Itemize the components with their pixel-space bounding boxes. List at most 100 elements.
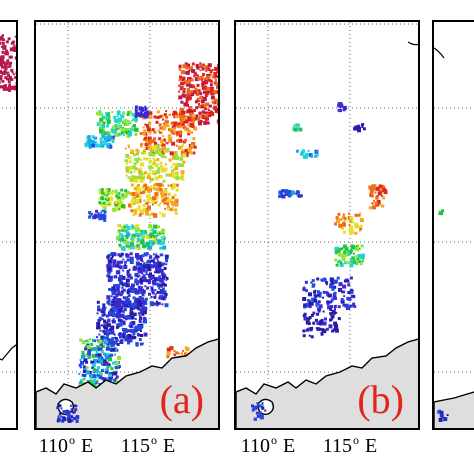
- data-pixel: [152, 229, 157, 234]
- data-pixel: [322, 310, 325, 313]
- data-pixel: [191, 131, 194, 134]
- data-pixel: [125, 278, 130, 283]
- data-pixel: [1, 71, 6, 76]
- data-pixel: [96, 312, 99, 315]
- data-pixel: [359, 255, 364, 259]
- data-pixel: [256, 414, 260, 418]
- data-pixel: [99, 214, 102, 217]
- data-pixel: [147, 281, 151, 285]
- data-pixel: [163, 167, 168, 172]
- data-pixel: [173, 116, 176, 119]
- data-pixel: [86, 339, 90, 343]
- data-pixel: [146, 198, 150, 202]
- data-pixel: [118, 208, 121, 210]
- data-pixel: [167, 207, 171, 211]
- data-pixel: [343, 252, 348, 257]
- data-pixel: [115, 361, 119, 366]
- data-pixel: [335, 263, 339, 267]
- data-pixel: [158, 275, 162, 279]
- data-pixel: [159, 290, 164, 295]
- data-pixel: [326, 293, 330, 297]
- data-pixel: [143, 207, 147, 211]
- data-pixel: [106, 264, 109, 267]
- data-pixel: [3, 84, 7, 88]
- data-pixel: [143, 149, 146, 153]
- data-pixel: [147, 187, 150, 190]
- data-pixel: [165, 119, 168, 122]
- data-pixel: [159, 190, 164, 195]
- data-pixel: [338, 287, 342, 292]
- data-pixel: [204, 78, 208, 82]
- data-pixel: [206, 90, 210, 94]
- data-pixel: [121, 313, 125, 317]
- data-pixel: [166, 355, 170, 359]
- data-pixel: [438, 213, 441, 216]
- data-pixel: [109, 196, 113, 200]
- data-pixel: [101, 135, 105, 139]
- data-pixel: [140, 144, 143, 147]
- data-pixel: [124, 303, 129, 308]
- data-pixel: [79, 381, 83, 384]
- data-pixel: [123, 320, 126, 323]
- data-pixel: [128, 203, 133, 208]
- data-pixel: [165, 277, 169, 280]
- data-pixel: [138, 233, 142, 237]
- data-pixel: [124, 234, 127, 237]
- data-pixel: [139, 264, 144, 269]
- data-pixel: [132, 332, 136, 336]
- data-pixel: [290, 190, 295, 195]
- data-pixel: [140, 288, 143, 291]
- data-pixel: [15, 81, 16, 85]
- data-pixel: [103, 340, 107, 344]
- data-pixel: [141, 143, 144, 146]
- data-pixel: [120, 188, 124, 192]
- data-pixel: [144, 137, 148, 140]
- data-pixel: [155, 282, 159, 286]
- data-pixel: [98, 375, 103, 380]
- data-pixel: [110, 353, 114, 357]
- data-pixel: [134, 305, 138, 309]
- data-pixel: [114, 340, 118, 344]
- data-pixel: [157, 266, 162, 271]
- data-pixel: [114, 206, 118, 210]
- data-pixel: [98, 110, 101, 113]
- data-pixel: [131, 233, 136, 238]
- data-pixel: [138, 195, 142, 199]
- data-pixel: [161, 277, 165, 281]
- cluster-coast-b: [251, 402, 267, 421]
- data-pixel: [191, 69, 196, 74]
- data-pixel: [1, 79, 5, 83]
- data-pixel: [188, 118, 192, 122]
- data-pixel: [196, 99, 199, 102]
- data-pixel: [133, 327, 137, 331]
- data-pixel: [197, 76, 202, 81]
- data-pixel: [151, 289, 154, 293]
- data-pixel: [5, 40, 9, 44]
- data-pixel: [68, 410, 71, 414]
- data-pixel: [209, 79, 213, 83]
- data-pixel: [305, 320, 310, 325]
- data-pixel: [115, 192, 119, 196]
- data-pixel: [134, 278, 138, 282]
- data-pixel: [193, 126, 198, 131]
- data-pixel: [179, 107, 184, 112]
- data-pixel: [146, 194, 151, 199]
- data-pixel: [310, 281, 313, 284]
- data-pixel: [104, 353, 108, 357]
- data-pixel: [132, 213, 136, 217]
- cluster-yellow: [124, 144, 187, 183]
- data-pixel: [130, 242, 134, 246]
- data-pixel: [132, 296, 136, 300]
- data-pixel: [175, 176, 180, 181]
- data-pixel: [81, 340, 86, 345]
- data-pixel: [191, 85, 195, 89]
- data-pixel: [190, 78, 194, 82]
- data-pixel: [113, 284, 117, 288]
- data-pixel: [104, 131, 109, 136]
- data-pixel: [165, 173, 169, 177]
- data-pixel: [104, 357, 108, 361]
- data-pixel: [201, 67, 205, 71]
- data-pixel: [354, 213, 358, 217]
- data-pixel: [181, 114, 185, 119]
- data-pixel: [157, 285, 159, 288]
